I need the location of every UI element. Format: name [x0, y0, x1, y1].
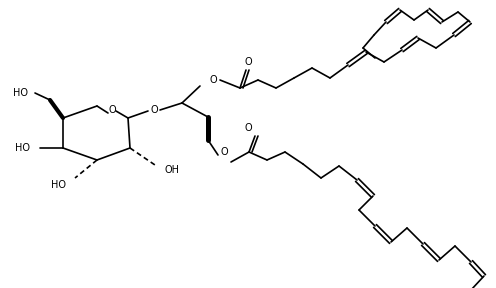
- Text: OH: OH: [165, 165, 180, 175]
- Text: O: O: [244, 57, 252, 67]
- Text: O: O: [244, 123, 252, 133]
- Text: O: O: [108, 105, 116, 115]
- Text: HO: HO: [14, 143, 29, 153]
- Text: O: O: [220, 147, 228, 157]
- Text: HO: HO: [51, 180, 65, 190]
- Text: O: O: [209, 75, 217, 85]
- Text: HO: HO: [12, 88, 27, 98]
- Text: O: O: [150, 105, 158, 115]
